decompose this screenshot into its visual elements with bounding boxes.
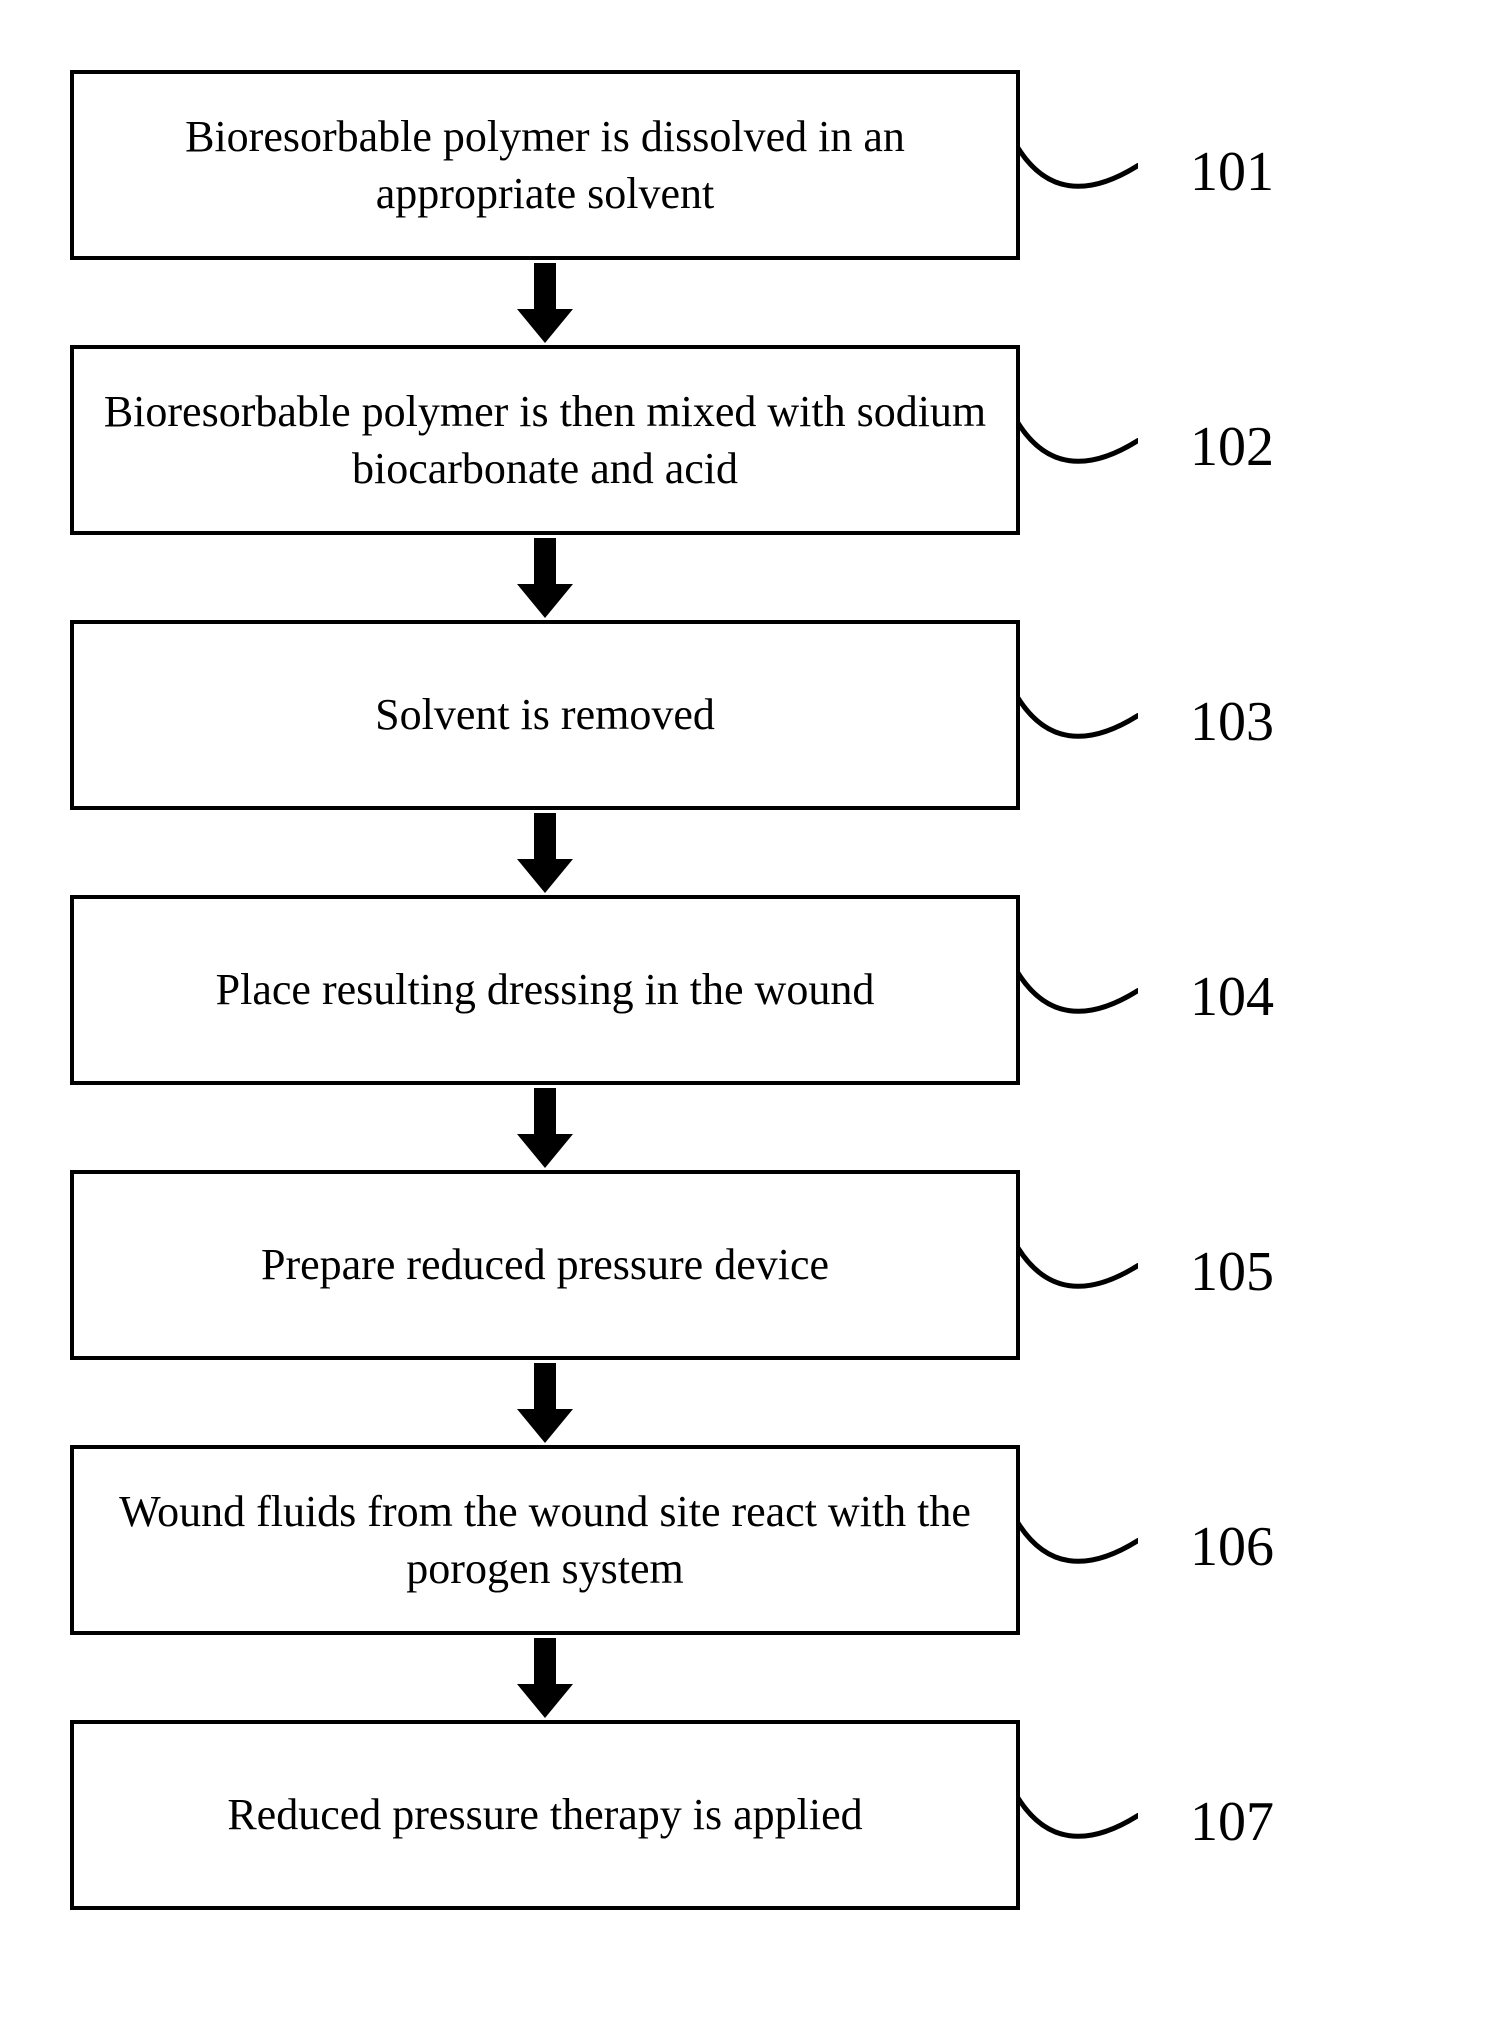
flowchart-step-text: Bioresorbable polymer is then mixed with… (98, 383, 992, 497)
flowchart-step-box: Place resulting dressing in the wound (70, 895, 1020, 1085)
flowchart-step-label: 102 (1190, 415, 1274, 479)
flowchart-step-label: 105 (1190, 1240, 1274, 1304)
flowchart-step-box: Solvent is removed (70, 620, 1020, 810)
down-arrow-icon (517, 1638, 573, 1718)
down-arrow-icon (517, 263, 573, 343)
connector-curve (1018, 416, 1138, 486)
flowchart-step-label: 107 (1190, 1790, 1274, 1854)
flowchart-step-text: Bioresorbable polymer is dissolved in an… (98, 108, 992, 222)
flowchart-step-text: Reduced pressure therapy is applied (227, 1786, 862, 1843)
flowchart-step-text: Place resulting dressing in the wound (216, 961, 875, 1018)
flowchart-step-text: Solvent is removed (375, 686, 715, 743)
down-arrow-icon (517, 1363, 573, 1443)
flowchart-step-box: Bioresorbable polymer is then mixed with… (70, 345, 1020, 535)
down-arrow-icon (517, 538, 573, 618)
down-arrow-icon (517, 1088, 573, 1168)
flowchart-step-label: 106 (1190, 1515, 1274, 1579)
flowchart-canvas: Bioresorbable polymer is dissolved in an… (0, 0, 1491, 2017)
connector-curve (1018, 141, 1138, 211)
connector-curve (1018, 691, 1138, 761)
flowchart-step-box: Wound fluids from the wound site react w… (70, 1445, 1020, 1635)
flowchart-step-text: Wound fluids from the wound site react w… (98, 1483, 992, 1597)
flowchart-step-label: 101 (1190, 140, 1274, 204)
connector-curve (1018, 1791, 1138, 1861)
flowchart-step-label: 103 (1190, 690, 1274, 754)
connector-curve (1018, 1241, 1138, 1311)
flowchart-step-box: Bioresorbable polymer is dissolved in an… (70, 70, 1020, 260)
down-arrow-icon (517, 813, 573, 893)
flowchart-step-box: Prepare reduced pressure device (70, 1170, 1020, 1360)
connector-curve (1018, 966, 1138, 1036)
flowchart-step-text: Prepare reduced pressure device (261, 1236, 829, 1293)
connector-curve (1018, 1516, 1138, 1586)
flowchart-step-label: 104 (1190, 965, 1274, 1029)
flowchart-step-box: Reduced pressure therapy is applied (70, 1720, 1020, 1910)
